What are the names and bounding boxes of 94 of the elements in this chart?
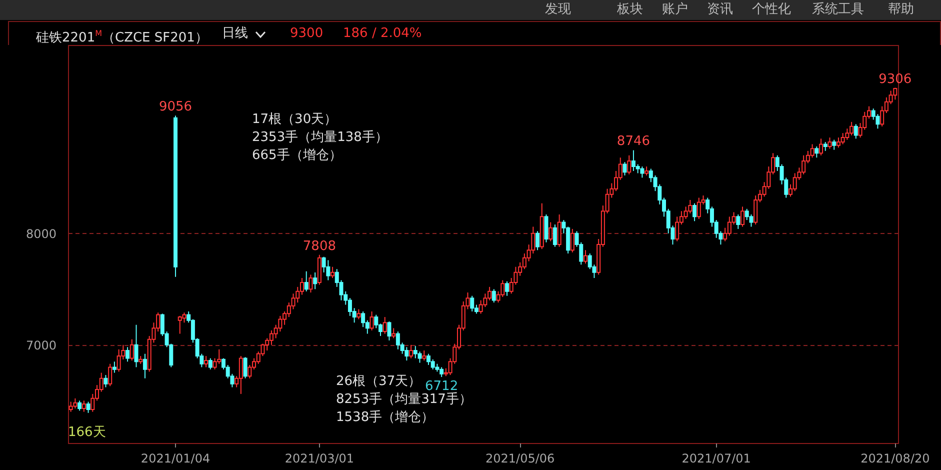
candlestick bbox=[430, 358, 435, 370]
candlestick bbox=[392, 328, 396, 339]
candlestick bbox=[330, 266, 335, 279]
candlestick bbox=[404, 346, 409, 361]
candlestick bbox=[134, 324, 138, 368]
annotation: 166天 bbox=[68, 425, 106, 441]
candlestick bbox=[819, 138, 824, 156]
candlestick bbox=[73, 398, 78, 409]
candlestick bbox=[880, 106, 884, 127]
text: 186 / 2.04% bbox=[343, 26, 422, 42]
x-tick-label: 2021/03/01 bbox=[284, 452, 354, 466]
text: 个性化 bbox=[752, 2, 791, 18]
candlestick bbox=[78, 400, 82, 412]
candlestick bbox=[112, 361, 116, 374]
candlestick bbox=[142, 353, 147, 379]
y-tick-label: 8000 bbox=[26, 226, 56, 241]
annotation: 2353手（均量138手） bbox=[252, 130, 388, 146]
x-tick-label: 2021/08/20 bbox=[860, 452, 930, 466]
candlestick bbox=[548, 222, 553, 242]
candlestick bbox=[622, 162, 627, 176]
candlestick bbox=[90, 393, 95, 412]
candlestick bbox=[675, 216, 680, 242]
candlestick bbox=[832, 139, 836, 150]
candlestick bbox=[845, 128, 850, 140]
text: 9056 bbox=[158, 100, 192, 115]
text: 帮助 bbox=[888, 2, 914, 18]
candlestick bbox=[300, 278, 304, 296]
chart-title: 硅铁2201$^{M}$（CZCE SF201） bbox=[36, 28, 208, 46]
candlestick bbox=[248, 364, 252, 379]
candlestick bbox=[583, 250, 588, 264]
candlestick bbox=[243, 356, 248, 379]
text: 发现 bbox=[545, 2, 571, 18]
candlestick bbox=[544, 214, 548, 243]
candlestick bbox=[304, 270, 308, 292]
candlestick bbox=[504, 280, 509, 296]
candlestick bbox=[418, 351, 422, 364]
candlestick bbox=[754, 195, 758, 225]
candlestick bbox=[640, 166, 644, 178]
candlestick bbox=[238, 356, 243, 394]
annotation: 17根（30天） bbox=[252, 112, 338, 128]
candlestick bbox=[740, 206, 745, 228]
text: 日线 bbox=[222, 26, 248, 42]
candlestick bbox=[104, 374, 108, 388]
candlestick bbox=[814, 146, 819, 158]
candlestick bbox=[736, 214, 740, 230]
candlestick bbox=[828, 137, 832, 150]
candlestick bbox=[82, 400, 86, 412]
annotation: 8253手（均量317手） bbox=[336, 392, 472, 408]
text: 9306 bbox=[878, 72, 912, 87]
annotation: 665手（增仓） bbox=[252, 148, 342, 164]
candlestick bbox=[854, 124, 858, 140]
candlestick bbox=[108, 363, 112, 387]
candlestick bbox=[313, 272, 318, 290]
candlestick bbox=[178, 315, 182, 334]
candlestick bbox=[492, 288, 496, 304]
text: 8746 bbox=[616, 134, 650, 150]
candlestick bbox=[409, 344, 414, 359]
x-tick-label: 2021/05/06 bbox=[485, 452, 555, 466]
candlestick bbox=[382, 316, 387, 334]
candlestick bbox=[204, 356, 208, 368]
candlestick bbox=[692, 202, 697, 222]
candlestick bbox=[326, 260, 330, 281]
candlestick bbox=[557, 214, 562, 248]
candlestick bbox=[810, 144, 814, 158]
candlestick bbox=[370, 310, 374, 331]
candlestick bbox=[208, 358, 212, 370]
candlestick bbox=[356, 308, 361, 320]
candlestick bbox=[116, 348, 121, 372]
annotation: 26根（37天） bbox=[336, 374, 422, 390]
annotation: 1538手（增仓） bbox=[336, 410, 434, 426]
text: 7808 bbox=[302, 238, 336, 254]
candlestick bbox=[86, 401, 90, 414]
candlestick bbox=[627, 154, 632, 175]
candlestick bbox=[130, 338, 134, 361]
text: 资讯 bbox=[707, 2, 733, 18]
candlestick bbox=[361, 310, 366, 328]
candlestick bbox=[308, 274, 313, 293]
text: 系统工具 bbox=[812, 2, 864, 18]
text: 账户 bbox=[662, 2, 688, 18]
text: 板块 bbox=[617, 2, 643, 18]
candlestick bbox=[570, 228, 574, 253]
candlestick bbox=[126, 346, 130, 362]
candlestick bbox=[387, 320, 392, 341]
candlestick bbox=[470, 295, 474, 312]
candlestick bbox=[536, 230, 540, 251]
candlestick bbox=[374, 314, 378, 329]
y-tick-label: 7000 bbox=[26, 338, 56, 352]
x-tick-label: 2021/07/01 bbox=[682, 452, 751, 466]
candlestick bbox=[840, 132, 845, 145]
x-tick-label: 2021/01/04 bbox=[140, 452, 210, 466]
candlestick bbox=[552, 224, 557, 248]
text: 9300 bbox=[290, 26, 324, 42]
candlestick bbox=[68, 401, 73, 412]
candlestick bbox=[422, 350, 426, 361]
